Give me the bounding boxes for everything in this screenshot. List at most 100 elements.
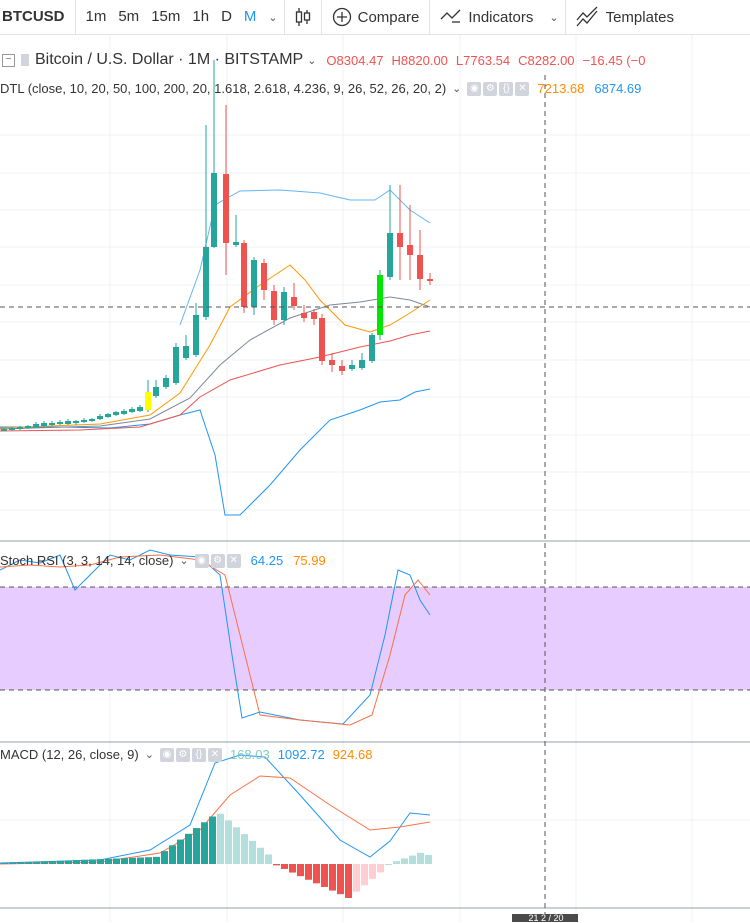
macd-histogram-bar	[97, 859, 104, 864]
chart-area[interactable]: − Bitcoin / U.S. Dollar · 1M · BITSTAMP …	[0, 35, 750, 923]
macd-histogram-bar	[137, 857, 144, 864]
macd-histogram-bar	[289, 864, 296, 873]
macd-histogram-bar	[257, 847, 264, 864]
time-label: 21 2 / 20	[528, 913, 564, 923]
candle-body	[163, 378, 169, 387]
macd-histogram-bar	[193, 828, 200, 864]
candle-body	[89, 419, 95, 421]
candle-body	[137, 407, 143, 411]
macd-histogram-bar	[369, 864, 376, 879]
candle-body	[121, 411, 127, 414]
macd-histogram-bar	[65, 860, 72, 864]
indicators-button[interactable]: Indicators	[430, 0, 543, 34]
timeframe-dropdown-icon[interactable]: ⌄	[268, 11, 278, 24]
macd-histogram-bar	[217, 813, 224, 864]
candle-body	[291, 297, 297, 306]
series-title[interactable]: Bitcoin / U.S. Dollar · 1M · BITSTAMP	[35, 51, 304, 68]
macd-histogram-bar	[17, 862, 24, 864]
candle-body	[251, 260, 257, 307]
candle-body	[241, 243, 247, 307]
candle-body	[349, 365, 355, 369]
stoch-dropdown-icon[interactable]: ⌄	[179, 555, 189, 567]
indicators-dropdown-icon[interactable]: ⌄	[549, 11, 559, 24]
candle-body	[9, 428, 15, 430]
candle-body	[193, 315, 199, 355]
candle-body	[81, 420, 87, 422]
timeframe-1m[interactable]: 1m	[85, 8, 107, 25]
braces-icon[interactable]: {}	[191, 747, 206, 762]
compare-button[interactable]: Compare	[322, 0, 430, 34]
templates-button[interactable]: Templates	[566, 0, 684, 34]
candle-body	[183, 346, 189, 358]
candle-body	[301, 313, 307, 318]
dtl-dropdown-icon[interactable]: ⌄	[452, 83, 462, 95]
candle-body	[329, 360, 335, 365]
macd-hist-value: 168.03	[229, 747, 270, 762]
stoch-k-value: 64.25	[250, 553, 284, 568]
close-icon[interactable]: ✕	[515, 81, 530, 96]
timeframe-1h[interactable]: 1h	[192, 8, 210, 25]
macd-histogram-bar	[121, 858, 128, 864]
close-icon[interactable]: ✕	[226, 553, 241, 568]
candle-body	[203, 247, 209, 317]
eye-icon[interactable]: ◉	[467, 81, 482, 96]
macd-histogram-bar	[249, 840, 256, 864]
macd-histogram-bar	[393, 861, 400, 864]
candle-body	[281, 292, 287, 320]
macd-histogram-bar	[353, 864, 360, 892]
timeframe-5m[interactable]: 5m	[118, 8, 140, 25]
ema-short-line	[0, 264, 431, 429]
candle-body	[17, 427, 23, 429]
eye-icon[interactable]: ◉	[194, 553, 209, 568]
macd-signal-value: 924.68	[332, 747, 373, 762]
price-chart-svg[interactable]	[0, 35, 750, 922]
stoch-label[interactable]: Stoch RSI (3, 3, 14, 14, close)	[0, 553, 174, 568]
legend-high: H8820.00	[391, 52, 448, 68]
timeframe-M[interactable]: M	[243, 8, 257, 25]
candles-icon	[295, 8, 310, 26]
macd-histogram-bar	[329, 864, 336, 891]
macd-histogram-bar	[169, 845, 176, 864]
macd-histogram-bar	[233, 827, 240, 864]
macd-histogram-bar	[105, 858, 112, 864]
bollinger-lower-line	[0, 388, 431, 516]
dtl-label[interactable]: DTL (close, 10, 20, 50, 100, 200, 20, 1.…	[0, 81, 447, 96]
timeframe-15m[interactable]: 15m	[151, 8, 181, 25]
gear-icon[interactable]: ⚙	[175, 747, 190, 762]
macd-histogram-bar	[225, 820, 232, 864]
ema-mid-line	[0, 296, 431, 430]
macd-histogram-bar	[25, 862, 32, 864]
symbol-search[interactable]: BTCUSD	[0, 0, 76, 34]
timeframe-D[interactable]: D	[221, 8, 232, 25]
templates-icon	[576, 6, 598, 27]
macd-histogram-bar	[9, 862, 16, 864]
macd-histogram-bar	[321, 864, 328, 887]
gear-icon[interactable]: ⚙	[483, 81, 498, 96]
macd-histogram-bar	[337, 864, 344, 895]
highlight-candle	[377, 275, 383, 335]
top-toolbar: BTCUSD 1m 5m 15m 1h D M ⌄ Compare Indicators …	[0, 0, 750, 35]
candle-body	[129, 409, 135, 412]
macd-label[interactable]: MACD (12, 26, close, 9)	[0, 747, 139, 762]
macd-histogram-bar	[89, 859, 96, 864]
gear-icon[interactable]: ⚙	[210, 553, 225, 568]
chart-style-button[interactable]	[285, 0, 321, 34]
macd-histogram-bar	[313, 864, 320, 884]
legend-open: O8304.47	[326, 52, 384, 68]
macd-histogram-bar	[409, 855, 416, 864]
macd-value: 1092.72	[277, 747, 325, 762]
close-icon[interactable]: ✕	[207, 747, 222, 762]
stoch-d-line	[0, 554, 431, 726]
highlight-candle	[145, 392, 151, 410]
braces-icon[interactable]: {}	[499, 81, 514, 96]
macd-dropdown-icon[interactable]: ⌄	[144, 749, 154, 761]
plus-circle-icon	[332, 7, 351, 27]
macd-histogram-bar	[161, 851, 168, 864]
series-dropdown-icon[interactable]: ⌄	[307, 54, 317, 67]
stoch-k-line	[0, 549, 431, 725]
candle-body	[271, 291, 277, 320]
eye-icon[interactable]: ◉	[159, 747, 174, 762]
dtl-legend: DTL (close, 10, 20, 50, 100, 200, 20, 1.…	[0, 81, 641, 96]
collapse-icon[interactable]: −	[2, 53, 15, 67]
candle-body	[211, 173, 217, 247]
